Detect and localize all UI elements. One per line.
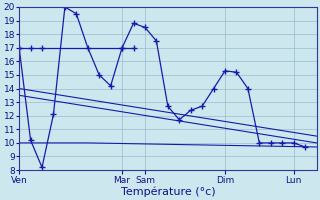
X-axis label: Température (°c): Température (°c): [121, 186, 215, 197]
